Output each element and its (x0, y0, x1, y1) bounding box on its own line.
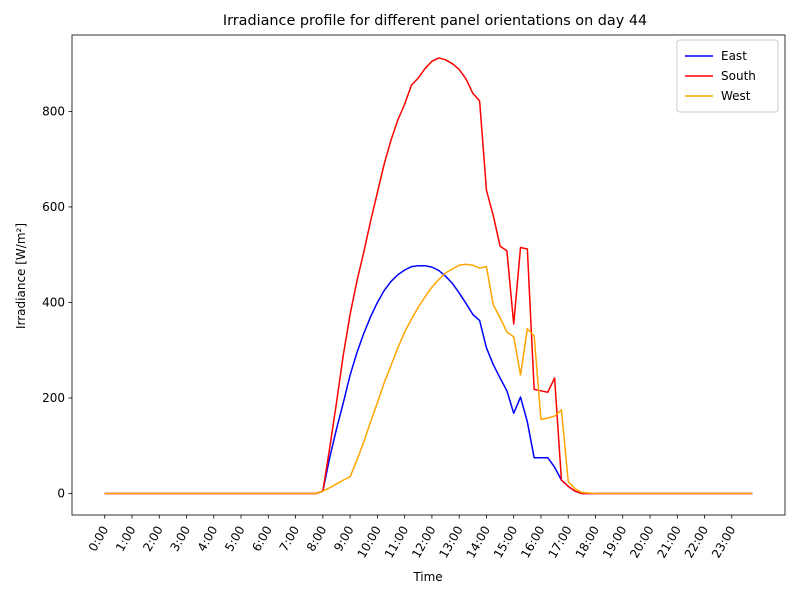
y-axis-title: Irradiance [W/m²] (14, 223, 28, 329)
x-tick-label: 23:00 (709, 524, 738, 561)
axes-frame (71, 34, 786, 516)
x-tick-label: 12:00 (409, 524, 438, 561)
x-tick-label: 6:00 (249, 524, 275, 554)
x-tick-label: 4:00 (195, 524, 221, 554)
x-tick-label: 17:00 (545, 524, 574, 561)
x-tick-label: 14:00 (464, 524, 493, 561)
x-tick-label: 18:00 (573, 524, 602, 561)
legend-label-south: South (721, 69, 756, 83)
x-axis-title: Time (412, 570, 442, 584)
chart-title: Irradiance profile for different panel o… (223, 13, 647, 29)
x-tick-label: 3:00 (168, 524, 194, 554)
y-tick-label: 800 (42, 104, 65, 118)
x-tick-label: 19:00 (600, 524, 629, 561)
x-tick-label: 10:00 (355, 524, 384, 561)
x-tick-label: 11:00 (382, 524, 411, 561)
x-tick-label: 21:00 (654, 524, 683, 561)
x-tick-label: 0:00 (86, 524, 112, 554)
x-tick-label: 16:00 (518, 524, 547, 561)
legend-box (676, 39, 779, 113)
legend: East South West (676, 39, 779, 113)
plot-area: 0 200 400 600 800 0:00 1:00 2:00 3:00 4:00 5:00 6:0… (42, 34, 786, 561)
series-line-west (104, 263, 753, 495)
legend-label-west: West (721, 89, 751, 103)
x-tick-label: 1:00 (113, 524, 139, 554)
x-tick-label: 8:00 (304, 524, 330, 554)
x-tick-label: 2:00 (140, 524, 166, 554)
series-line-east (104, 264, 753, 495)
y-tick-label: 400 (42, 295, 65, 309)
y-tick-label: 600 (42, 200, 65, 214)
x-tick-label: 7:00 (277, 524, 303, 554)
x-tick-label: 22:00 (682, 524, 711, 561)
y-tick-label: 200 (42, 391, 65, 405)
series-line-south (104, 57, 753, 495)
legend-label-east: East (721, 49, 747, 63)
x-tick-label: 9:00 (331, 524, 357, 554)
x-tick-label: 20:00 (627, 524, 656, 561)
x-tick-label: 13:00 (436, 524, 465, 561)
y-tick-label: 0 (57, 487, 65, 501)
x-tick-label: 5:00 (222, 524, 248, 554)
x-tick-label: 15:00 (491, 524, 520, 561)
